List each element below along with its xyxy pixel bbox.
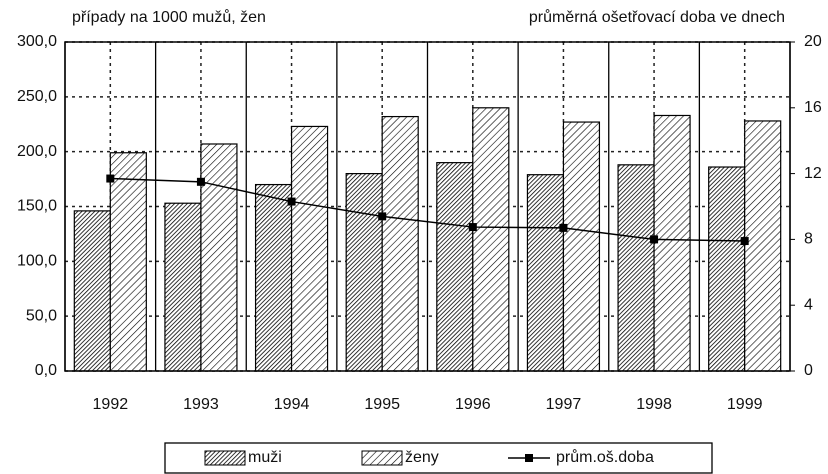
bar — [744, 120, 782, 372]
x-tick-label: 1996 — [455, 396, 491, 413]
y2-tick-label: 20 — [804, 33, 822, 50]
y2-tick-label: 12 — [804, 165, 822, 182]
y-tick-label: 300,0 — [17, 33, 57, 50]
plot-frame — [64, 41, 791, 372]
bar — [562, 121, 601, 372]
x-tick-label: 1994 — [274, 396, 310, 413]
x-tick-label: 1993 — [183, 396, 219, 413]
bar — [345, 173, 383, 372]
bar — [653, 114, 691, 372]
y-tick-label: 150,0 — [17, 198, 57, 215]
line-marker — [559, 223, 568, 232]
bar — [164, 202, 202, 372]
y-tick-label: 200,0 — [17, 143, 57, 160]
bar — [472, 107, 510, 372]
bar — [708, 166, 746, 372]
line-marker — [287, 197, 296, 206]
y2-tick-label: 8 — [804, 231, 813, 248]
y-axis-label: případy na 1000 mužů, žen — [72, 8, 266, 26]
x-tick-label: 1997 — [546, 396, 582, 413]
line-series — [110, 177, 745, 242]
bar — [200, 143, 238, 372]
y2-tick-label: 4 — [804, 296, 813, 313]
y2-tick-label: 16 — [804, 99, 822, 116]
bar — [290, 125, 329, 372]
line-marker — [106, 174, 115, 183]
legend-label: prům.oš.doba — [556, 448, 654, 466]
bar — [254, 183, 293, 372]
line-marker — [378, 212, 387, 221]
legend-marker — [525, 454, 533, 462]
legend-swatch — [204, 450, 246, 466]
x-tick-label: 1999 — [727, 396, 763, 413]
x-tick-label: 1998 — [636, 396, 672, 413]
y-tick-label: 0,0 — [35, 362, 57, 379]
y2-tick-label: 0 — [804, 362, 813, 379]
legend-box — [164, 442, 713, 474]
line-marker — [650, 235, 659, 244]
bar — [526, 174, 565, 372]
bar — [109, 152, 147, 372]
bar — [381, 115, 419, 372]
legend-swatch — [361, 450, 403, 466]
bar — [73, 210, 111, 372]
x-tick-label: 1995 — [364, 396, 400, 413]
legend-label: ženy — [405, 449, 439, 466]
y-tick-label: 50,0 — [26, 307, 57, 324]
bar — [436, 162, 474, 372]
bar — [617, 164, 655, 372]
y2-axis-label: průměrná ošetřovací doba ve dnech — [529, 8, 785, 26]
legend-label: muži — [248, 449, 282, 466]
x-tick-label: 1992 — [93, 396, 129, 413]
line-marker — [468, 223, 477, 232]
y-tick-label: 250,0 — [17, 88, 57, 105]
line-marker — [196, 177, 205, 186]
y-tick-label: 100,0 — [17, 253, 57, 270]
line-marker — [740, 237, 749, 246]
